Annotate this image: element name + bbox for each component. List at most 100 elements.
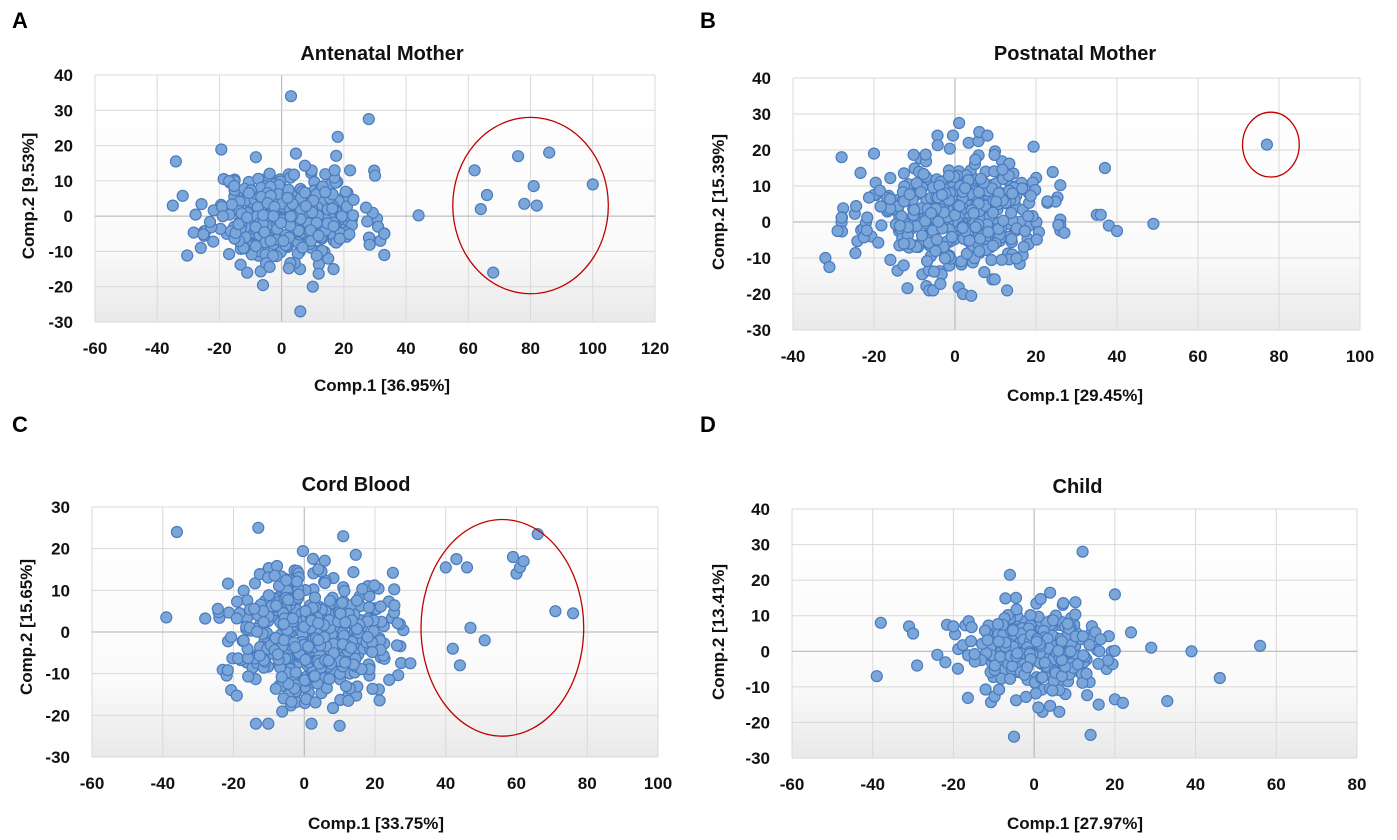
data-point bbox=[988, 659, 1001, 672]
scatter-plot-svg: -60 -40 -20 0 20 40 60 80 -30 -20 -10 0 10 20 30 40 bbox=[745, 500, 1366, 794]
data-point bbox=[897, 167, 910, 180]
data-point bbox=[867, 147, 881, 160]
x-tick-label: 40 bbox=[397, 339, 416, 358]
data-point bbox=[1041, 195, 1054, 208]
data-point bbox=[1005, 206, 1018, 219]
data-point bbox=[312, 267, 325, 280]
data-point bbox=[439, 561, 452, 574]
data-point bbox=[854, 166, 867, 179]
data-point bbox=[339, 656, 352, 669]
data-point bbox=[835, 211, 848, 224]
data-point bbox=[1213, 671, 1226, 685]
data-point bbox=[930, 233, 943, 246]
data-point bbox=[230, 612, 243, 625]
y-tick-label: -20 bbox=[746, 285, 771, 304]
data-point bbox=[166, 199, 179, 212]
data-point bbox=[1080, 667, 1093, 680]
y-tick-label: 10 bbox=[752, 177, 771, 196]
data-point bbox=[1019, 690, 1033, 703]
chart-title: Postnatal Mother bbox=[993, 43, 1157, 65]
data-point bbox=[915, 229, 929, 242]
data-point bbox=[223, 248, 236, 261]
x-tick-label: -20 bbox=[221, 774, 246, 793]
data-point bbox=[893, 219, 906, 232]
data-point bbox=[972, 186, 985, 199]
data-point bbox=[1030, 635, 1043, 648]
data-point bbox=[346, 209, 360, 222]
data-point bbox=[262, 589, 275, 602]
data-point bbox=[978, 266, 991, 279]
panel-letter: A bbox=[12, 8, 28, 33]
panel-letter: C bbox=[12, 412, 28, 437]
x-tick-label: 0 bbox=[950, 347, 959, 366]
data-point bbox=[1071, 658, 1084, 671]
data-point bbox=[917, 167, 930, 181]
data-point bbox=[230, 689, 243, 702]
data-point bbox=[943, 142, 956, 155]
data-point bbox=[287, 168, 301, 181]
data-point bbox=[1030, 233, 1043, 246]
data-point bbox=[160, 611, 173, 624]
x-tick-label: 100 bbox=[579, 339, 607, 358]
data-point bbox=[965, 621, 978, 634]
data-point bbox=[1064, 645, 1077, 658]
x-tick-label: 100 bbox=[644, 774, 672, 793]
data-point bbox=[527, 180, 540, 193]
data-point bbox=[967, 207, 980, 220]
data-point bbox=[290, 575, 303, 588]
data-point bbox=[875, 219, 888, 232]
x-tick-label: 60 bbox=[507, 774, 526, 793]
data-point bbox=[323, 672, 336, 686]
data-point bbox=[511, 150, 525, 163]
data-point bbox=[530, 199, 543, 212]
data-point bbox=[356, 582, 369, 596]
data-point bbox=[374, 600, 387, 613]
data-point bbox=[263, 167, 276, 180]
data-point bbox=[1001, 284, 1014, 297]
data-point bbox=[862, 191, 876, 204]
x-tick-label: 100 bbox=[1346, 347, 1374, 366]
data-point bbox=[330, 149, 343, 162]
plot-area bbox=[95, 75, 655, 322]
data-point bbox=[1024, 609, 1037, 622]
x-tick-label: -40 bbox=[860, 775, 885, 794]
data-point bbox=[487, 266, 500, 279]
data-point bbox=[181, 249, 194, 262]
x-tick-label: 80 bbox=[1270, 347, 1289, 366]
data-point bbox=[897, 259, 910, 272]
data-point bbox=[373, 694, 386, 707]
data-point bbox=[884, 171, 897, 185]
data-point bbox=[225, 198, 238, 211]
data-point bbox=[1145, 641, 1158, 654]
data-point bbox=[349, 548, 362, 561]
data-point bbox=[999, 592, 1012, 605]
data-point bbox=[1024, 189, 1037, 202]
data-point bbox=[586, 178, 599, 191]
data-point bbox=[1046, 684, 1059, 697]
data-point bbox=[344, 164, 357, 177]
data-point bbox=[242, 670, 255, 683]
data-point bbox=[359, 201, 373, 214]
data-point bbox=[901, 282, 914, 295]
data-point bbox=[963, 234, 976, 247]
data-point bbox=[240, 211, 254, 224]
data-point bbox=[994, 650, 1007, 663]
y-tick-label: -30 bbox=[746, 321, 771, 340]
data-point bbox=[993, 683, 1006, 696]
data-point bbox=[1092, 698, 1105, 711]
data-point bbox=[506, 550, 520, 564]
data-point bbox=[927, 265, 941, 278]
data-point bbox=[197, 228, 210, 241]
panel-a-antenatal-mother: A Antenatal Mother Comp.2 [9.53%] Comp.1… bbox=[0, 0, 690, 420]
data-point bbox=[925, 207, 938, 220]
data-point bbox=[953, 199, 966, 213]
x-axis-label: Comp.1 [33.75%] bbox=[307, 814, 445, 833]
data-point bbox=[280, 574, 293, 587]
data-point bbox=[1044, 699, 1057, 712]
data-point bbox=[1147, 217, 1160, 230]
y-tick-label: 20 bbox=[51, 540, 70, 559]
scatter-plot-svg: -60 -40 -20 0 20 40 60 80 100 120 -30 -20 -10 0 10 20 30… bbox=[48, 66, 669, 358]
data-point bbox=[1046, 165, 1059, 179]
data-point bbox=[388, 583, 401, 596]
data-point bbox=[277, 634, 291, 647]
